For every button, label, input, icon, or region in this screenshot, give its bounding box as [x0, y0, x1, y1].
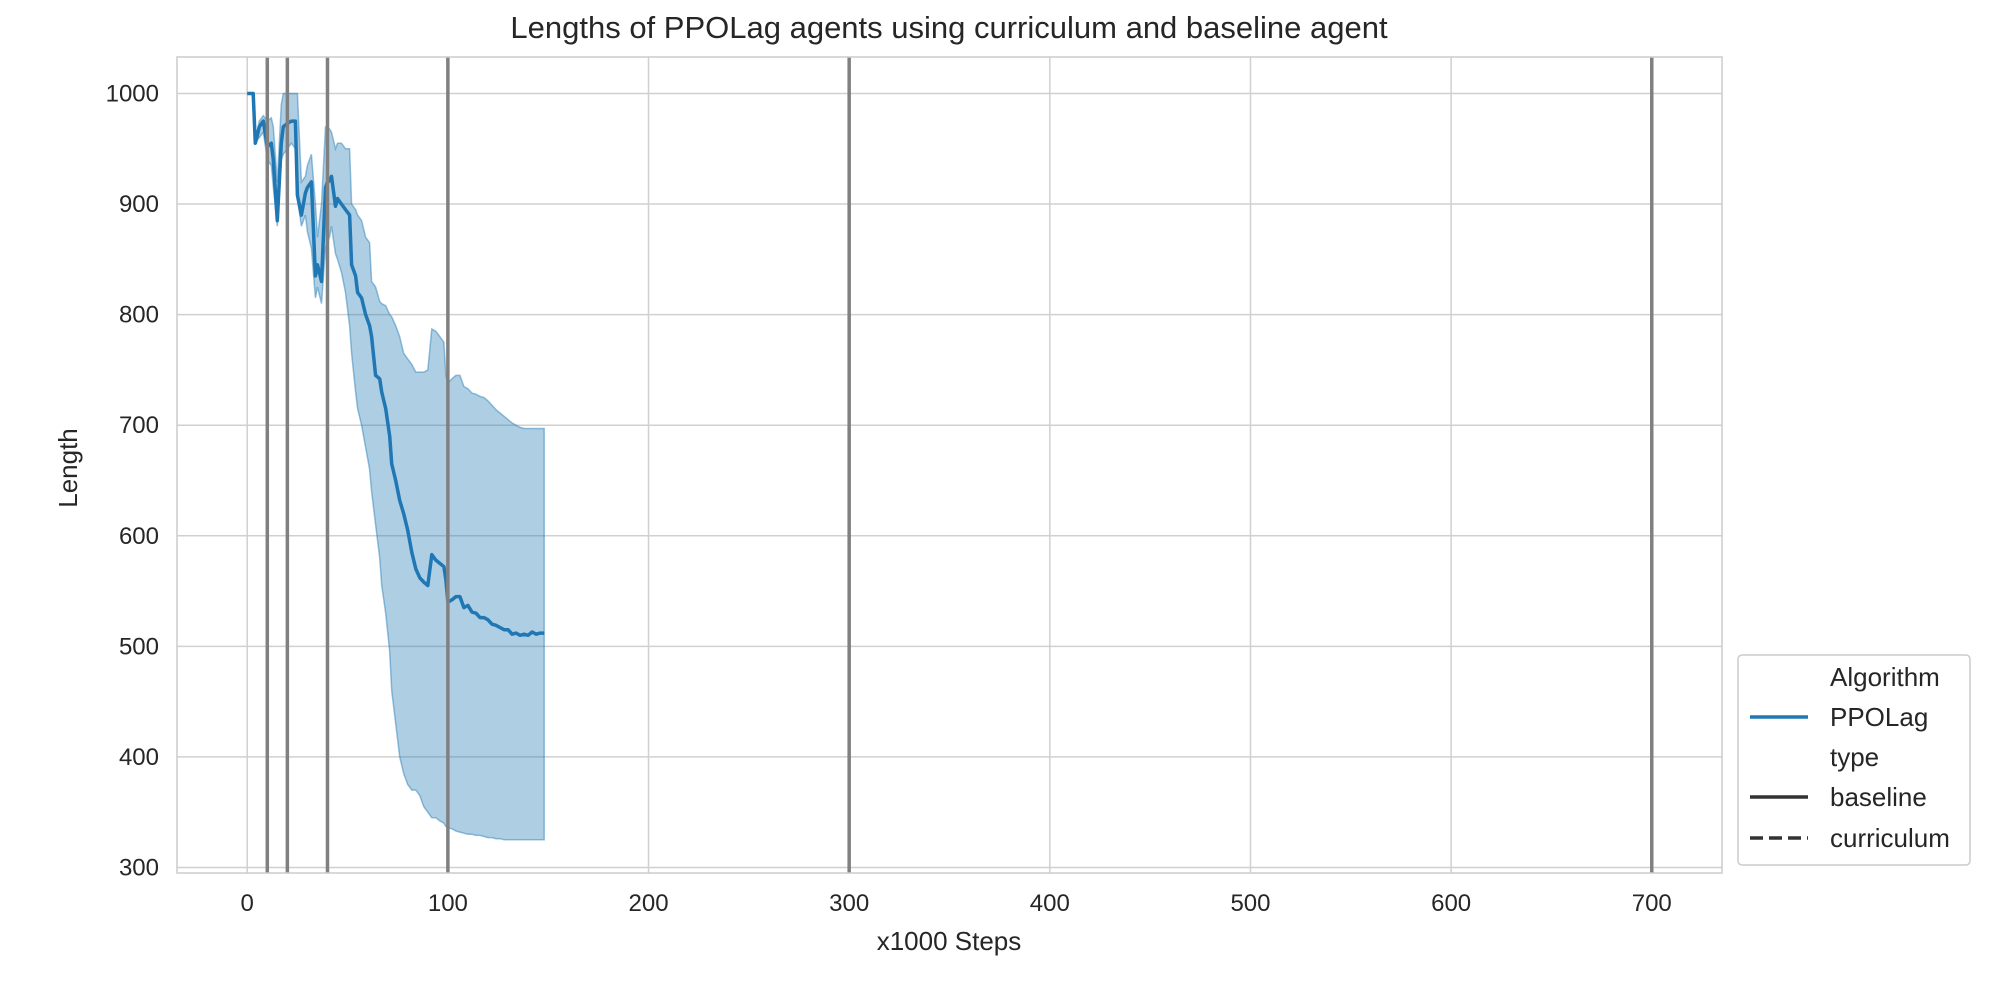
x-tick-label: 500: [1230, 890, 1270, 917]
y-axis-label: Length: [53, 428, 83, 508]
y-tick-label: 600: [119, 523, 159, 550]
vertical-marker-lines: [265, 57, 1654, 873]
x-tick-label: 0: [241, 890, 254, 917]
y-tick-label: 500: [119, 633, 159, 660]
series-line-layer: [247, 91, 545, 638]
plot-background: [177, 57, 1722, 873]
chart-title: Lengths of PPOLag agents using curriculu…: [510, 10, 1388, 45]
series-line-ppolag: [247, 91, 545, 638]
y-tick-label: 400: [119, 744, 159, 771]
x-tick-label: 100: [428, 890, 468, 917]
legend-label-ppolag: PPOLag: [1830, 702, 1928, 732]
plot-frame: [176, 56, 1723, 874]
y-tick-label: 900: [119, 191, 159, 218]
legend-label-baseline: baseline: [1830, 782, 1927, 812]
legend-header-algorithm: Algorithm: [1830, 662, 1940, 692]
legend: Algorithm PPOLag type baseline curriculu…: [1737, 654, 1971, 866]
x-tick-label: 700: [1632, 890, 1672, 917]
x-tick-label: 400: [1030, 890, 1070, 917]
x-tick-label: 200: [629, 890, 669, 917]
y-tick-label: 700: [119, 412, 159, 439]
x-axis-label: x1000 Steps: [877, 926, 1022, 956]
x-tick-label: 600: [1431, 890, 1471, 917]
y-tick-label: 300: [119, 854, 159, 881]
legend-header-type: type: [1830, 742, 1879, 772]
x-tick-label: 300: [829, 890, 869, 917]
legend-label-curriculum: curriculum: [1830, 823, 1950, 853]
tick-labels: 0 100 200 300 400 500 600 700 300 400 500 600 700 800…: [106, 80, 1672, 917]
legend-frame: [1737, 654, 1971, 866]
y-tick-label: 800: [119, 302, 159, 329]
y-tick-label: 1000: [106, 80, 159, 107]
